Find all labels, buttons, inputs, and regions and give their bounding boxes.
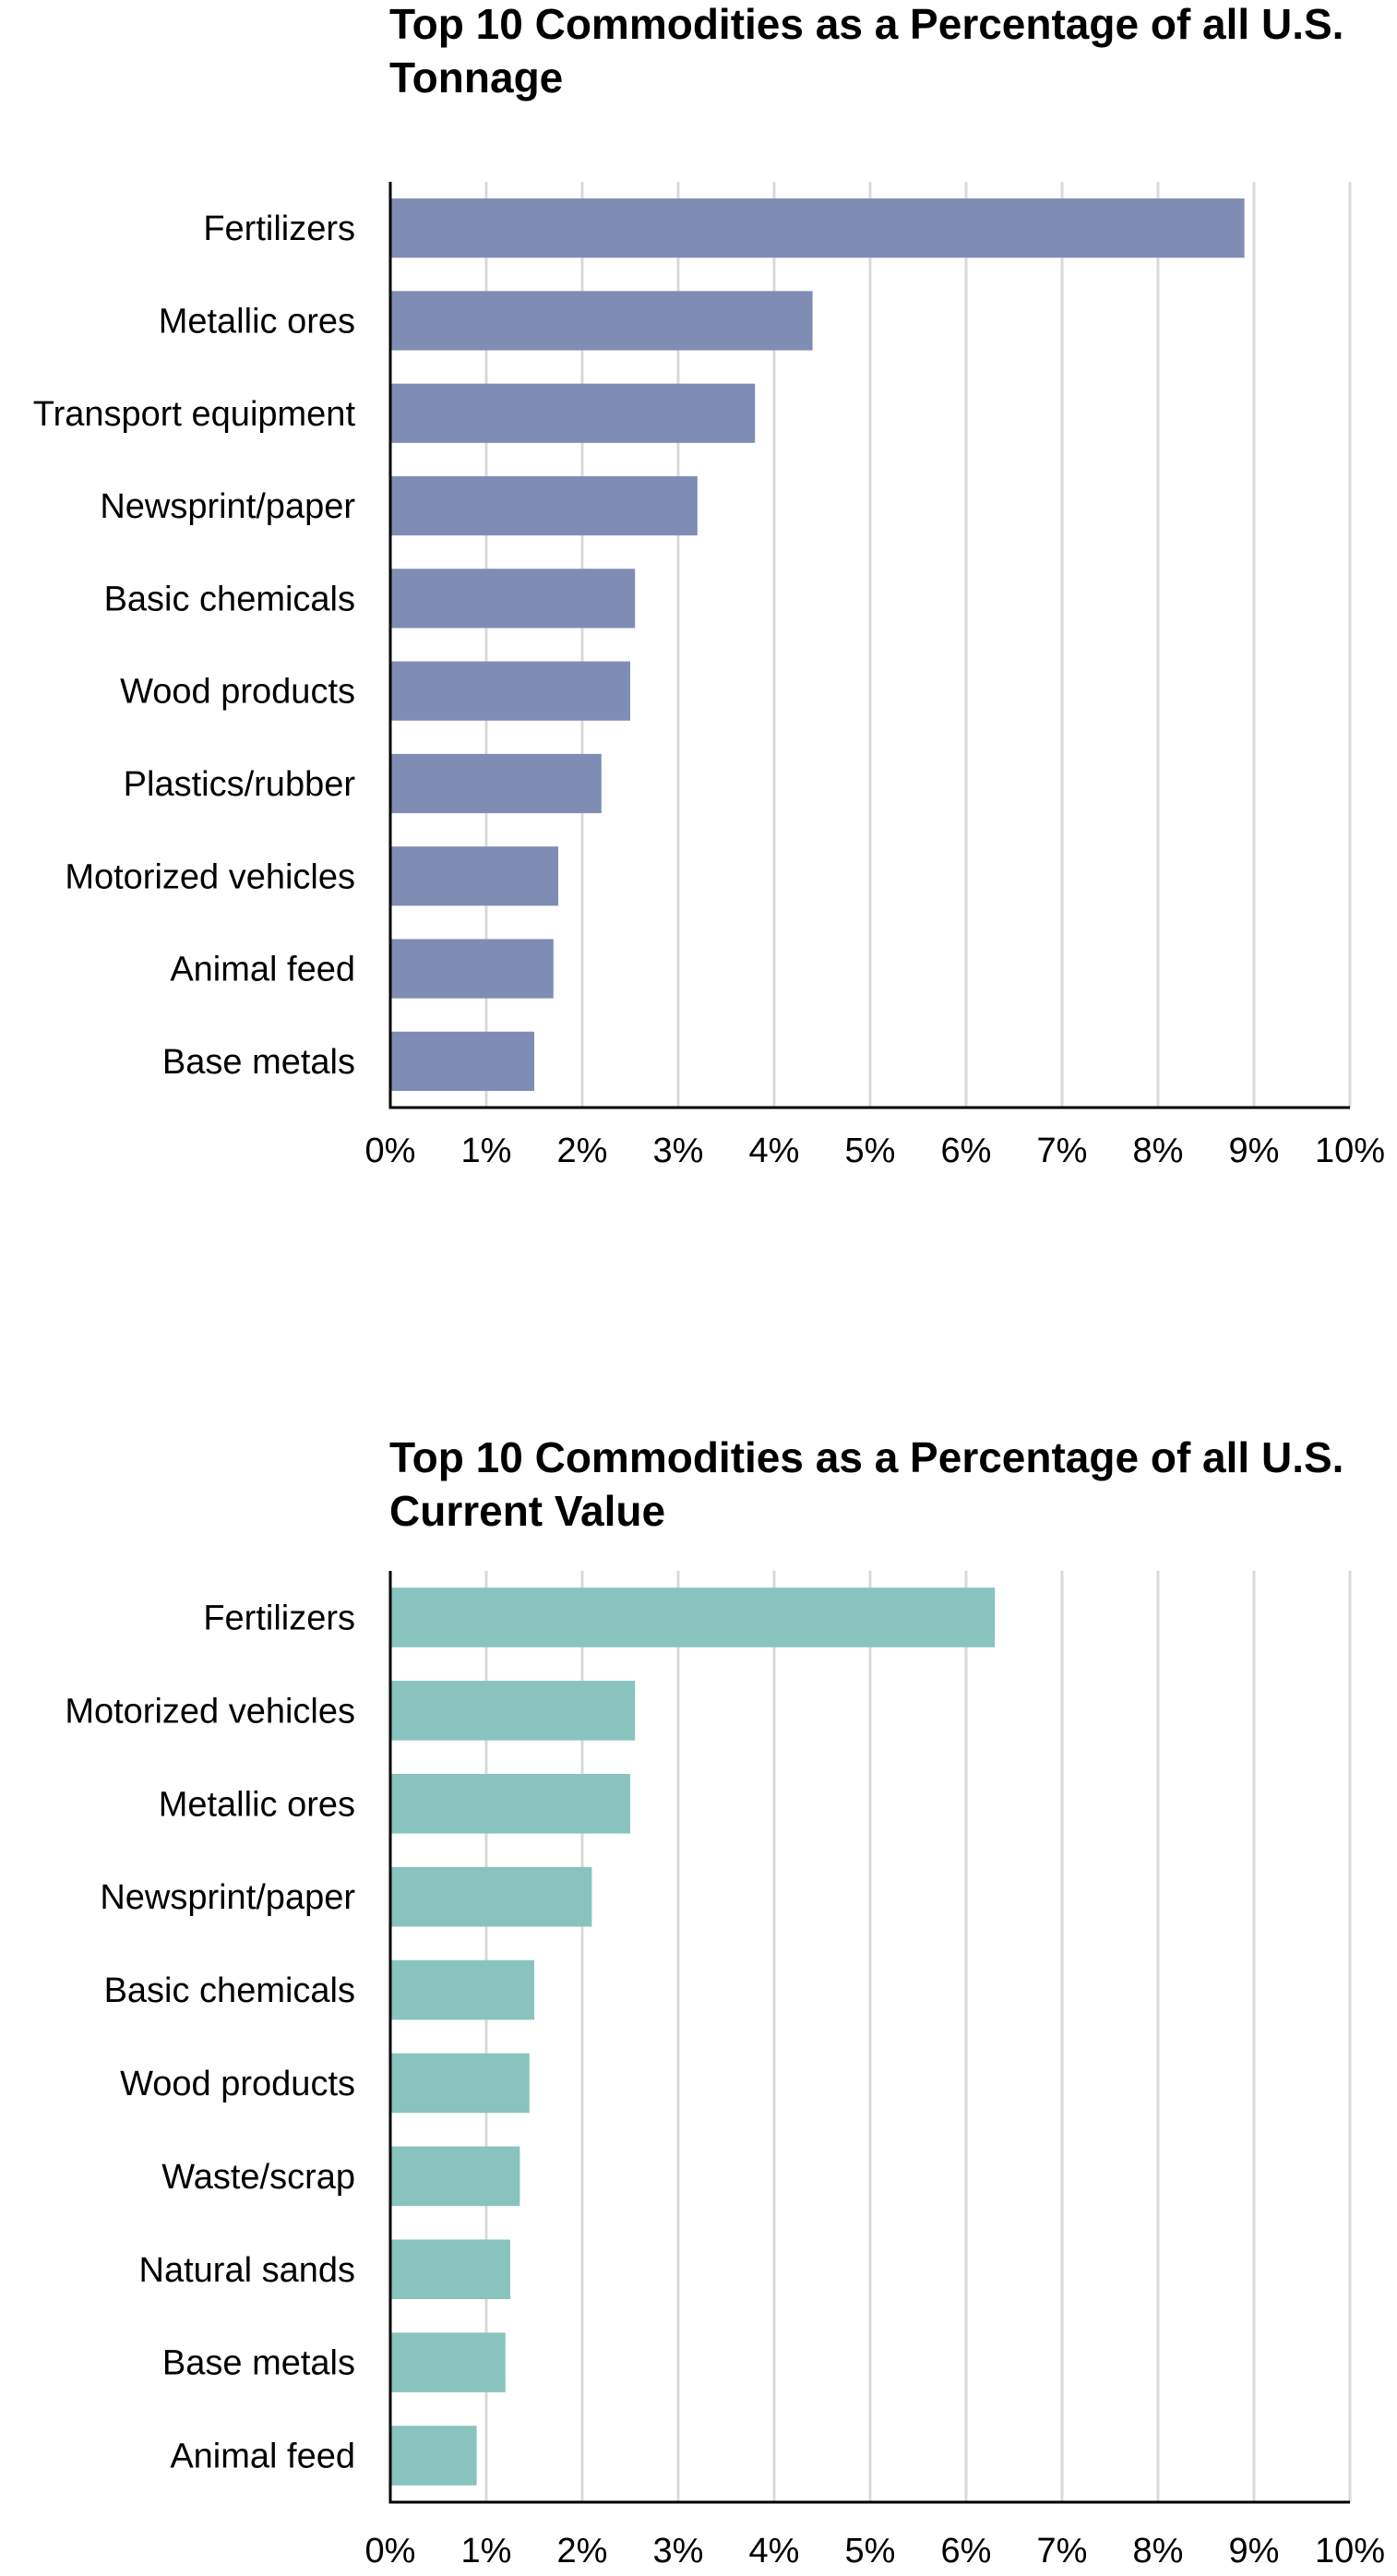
value-chart: Top 10 Commodities as a Percentage of al… xyxy=(0,1384,1397,2576)
tick-label: 1% xyxy=(461,2532,512,2570)
value-chart-plot: Fertilizers Motorized vehicles Metallic or… xyxy=(65,1571,1385,2570)
bar xyxy=(390,1959,534,2020)
bar xyxy=(390,2332,506,2392)
tick-label: 3% xyxy=(653,1132,704,1170)
tick-label: 7% xyxy=(1037,2532,1088,2570)
tick-label: 8% xyxy=(1133,2532,1184,2570)
bar xyxy=(390,2146,520,2207)
bar xyxy=(390,1031,534,1091)
bar xyxy=(390,569,636,629)
bar xyxy=(390,846,558,906)
tonnage-chart-plot: Fertilizers Metallic ores Transport equipm… xyxy=(33,182,1385,1170)
bar xyxy=(390,753,602,814)
bar xyxy=(390,1866,592,1927)
tonnage-chart: Top 10 Commodities as a Percentage of al… xyxy=(0,0,1397,1228)
tick-label: 7% xyxy=(1037,1132,1088,1170)
category-label: Newsprint/paper xyxy=(100,487,355,526)
category-label: Motorized vehicles xyxy=(65,1692,355,1731)
bar xyxy=(390,939,554,999)
bar xyxy=(390,475,698,536)
tick-label: 9% xyxy=(1229,1132,1280,1170)
category-label: Fertilizers xyxy=(203,210,355,248)
tick-label: 0% xyxy=(365,2532,416,2570)
tick-label: 4% xyxy=(749,2532,800,2570)
bar xyxy=(390,1588,996,1647)
tick-label: 4% xyxy=(749,1132,800,1170)
chart-title: Top 10 Commodities as a Percentage of al… xyxy=(389,1433,1344,1535)
chart-title: Top 10 Commodities as a Percentage of al… xyxy=(389,0,1344,102)
category-label: Plastics/rubber xyxy=(124,765,356,804)
tick-label: 5% xyxy=(845,2532,896,2570)
tick-label: 3% xyxy=(653,2532,704,2570)
category-label: Fertilizers xyxy=(203,1599,355,1637)
tick-label: 10% xyxy=(1315,2532,1385,2570)
category-label: Animal feed xyxy=(170,2438,355,2476)
category-label: Metallic ores xyxy=(159,1785,355,1824)
category-label: Newsprint/paper xyxy=(100,1878,355,1917)
bar xyxy=(390,2426,477,2486)
bar xyxy=(390,2239,510,2300)
category-label: Natural sands xyxy=(139,2251,355,2290)
category-label: Animal feed xyxy=(170,951,355,989)
bar xyxy=(390,383,756,443)
category-label: Waste/scrap xyxy=(161,2158,355,2197)
tick-label: 0% xyxy=(365,1132,416,1170)
bar xyxy=(390,1773,630,1834)
tick-label: 1% xyxy=(461,1132,512,1170)
tick-label: 5% xyxy=(845,1132,896,1170)
tick-label: 6% xyxy=(941,2532,992,2570)
bar xyxy=(390,198,1245,258)
category-label: Metallic ores xyxy=(159,302,355,341)
tick-label: 2% xyxy=(557,1132,608,1170)
bar xyxy=(390,291,813,351)
tick-label: 2% xyxy=(557,2532,608,2570)
category-label: Basic chemicals xyxy=(104,1971,355,2010)
category-label: Basic chemicals xyxy=(104,580,355,618)
bar xyxy=(390,661,630,721)
bar xyxy=(390,2053,530,2114)
category-label: Wood products xyxy=(120,673,355,712)
tick-label: 10% xyxy=(1315,1132,1385,1170)
category-label: Motorized vehicles xyxy=(65,857,355,896)
category-label: Base metals xyxy=(162,2344,355,2383)
category-label: Wood products xyxy=(120,2065,355,2103)
bar xyxy=(390,1681,636,1741)
tick-label: 9% xyxy=(1229,2532,1280,2570)
tick-label: 6% xyxy=(941,1132,992,1170)
category-label: Transport equipment xyxy=(33,395,356,434)
tick-label: 8% xyxy=(1133,1132,1184,1170)
category-label: Base metals xyxy=(162,1043,355,1082)
